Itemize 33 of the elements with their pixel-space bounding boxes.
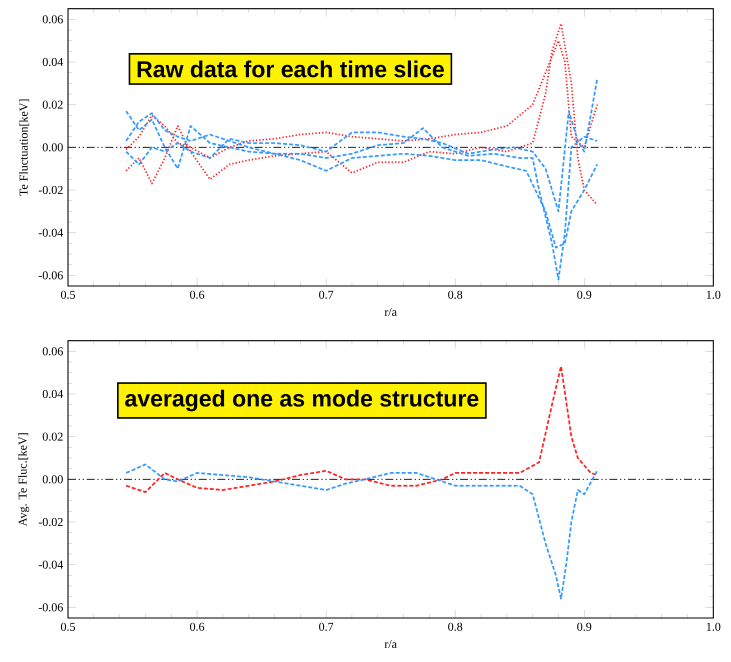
x-tick-label: 0.6 (190, 290, 204, 299)
annotation: Raw data for each time slice (138, 60, 444, 78)
y-tick-label: -0.06 (38, 603, 63, 612)
y-tick-label: 0.02 (42, 432, 63, 441)
x-tick-label: 1.0 (706, 290, 720, 299)
y-axis-title: Avg. Te Fluc.[keV] (18, 433, 30, 526)
x-tick-label: 0.6 (190, 622, 204, 631)
y-tick-label: 0.04 (42, 390, 64, 398)
x-tick-label: 0.7 (319, 290, 334, 299)
y-tick-label: 0.04 (42, 58, 64, 66)
annotation: averaged one as mode structure (125, 390, 478, 412)
x-tick-label: 0.9 (577, 622, 592, 631)
y-tick-label: -0.06 (38, 271, 63, 280)
y-tick-label: 0.06 (42, 15, 63, 24)
y-tick-label: -0.02 (38, 518, 63, 526)
x-tick-label: 0.7 (319, 622, 334, 631)
x-tick-label: 0.5 (60, 622, 76, 631)
x-tick-label: 0.8 (448, 622, 462, 631)
y-tick-label: 0.00 (42, 143, 63, 152)
x-tick-label: 0.8 (448, 290, 462, 299)
y-tick-label: 0.06 (42, 347, 63, 356)
y-tick-label: -0.04 (38, 228, 64, 237)
y-axis-title: Te Fluctuation[keV] (19, 99, 30, 196)
x-tick-label: 0.5 (60, 290, 76, 299)
y-tick-label: 0.02 (42, 100, 63, 109)
x-tick-label: 0.9 (577, 290, 592, 299)
x-axis-title: r/a (384, 640, 397, 648)
y-tick-label: -0.04 (38, 560, 64, 569)
x-tick-label: 1.0 (706, 622, 720, 631)
y-tick-label: -0.02 (38, 186, 63, 194)
y-tick-label: 0.00 (42, 475, 63, 484)
x-axis-title: r/a (384, 308, 397, 316)
line-series (125, 365, 598, 493)
